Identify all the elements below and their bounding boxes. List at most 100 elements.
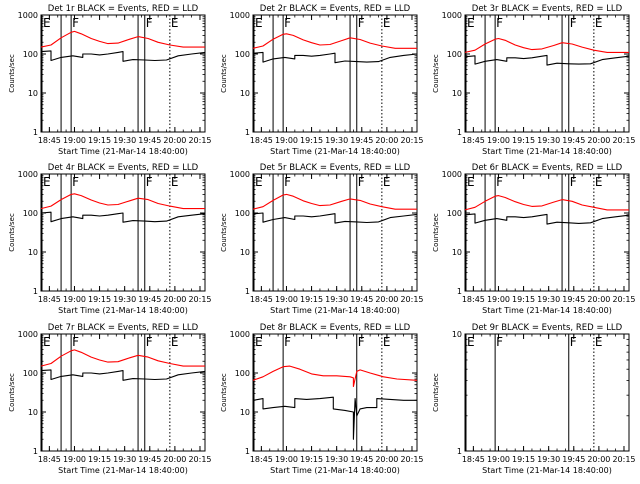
plot-frame <box>40 333 206 452</box>
panel-title: Det 9r BLACK = Events, RED = LLD <box>472 323 623 333</box>
marker-label: E <box>171 175 179 189</box>
marker-label: E <box>255 335 263 349</box>
marker-label: E <box>383 175 391 189</box>
x-tick-label: 20:00 <box>587 455 610 464</box>
x-tick-label: 20:00 <box>587 295 610 304</box>
x-tick-label: 19:00 <box>63 455 86 464</box>
y-tick-label: 100 <box>447 50 462 59</box>
plot-frame <box>252 173 418 292</box>
marker-label: F <box>570 335 577 349</box>
y-axis-label: Counts/sec <box>432 54 440 93</box>
y-tick-label: 1 <box>33 447 38 456</box>
y-tick-label: 100 <box>235 209 250 218</box>
y-tick-label: 10 <box>240 248 250 257</box>
panel-det-6: Det 6r BLACK = Events, RED = LLD Counts/s… <box>432 163 636 315</box>
y-tick-label: 100 <box>235 50 250 59</box>
panel-title: Det 1r BLACK = Events, RED = LLD <box>48 4 199 14</box>
x-tick-label: 19:15 <box>512 136 535 145</box>
marker-label: E <box>43 175 51 189</box>
x-tick-label: 20:00 <box>163 295 186 304</box>
x-tick-label: 20:00 <box>375 455 398 464</box>
x-tick-label: 18:45 <box>250 136 273 145</box>
x-axis-label: Start Time (21-Mar-14 18:40:00) <box>482 466 612 475</box>
marker-label: E <box>467 335 475 349</box>
plot-frame <box>40 14 206 133</box>
marker-label: F <box>496 175 503 189</box>
marker-label: E <box>595 175 603 189</box>
x-tick-label: 20:15 <box>400 295 423 304</box>
y-axis-label: Counts/sec <box>8 213 16 252</box>
series-lld <box>252 365 418 388</box>
series-events <box>464 54 630 66</box>
marker-label: F <box>358 16 365 30</box>
marker-label: E <box>171 335 179 349</box>
series-lld <box>40 193 205 210</box>
x-tick-label: 19:45 <box>562 295 585 304</box>
x-tick-label: 19:15 <box>88 455 111 464</box>
x-tick-label: 19:15 <box>512 295 535 304</box>
y-tick-label: 1 <box>245 447 250 456</box>
x-tick-label: 19:00 <box>275 455 298 464</box>
marker-label: E <box>255 175 263 189</box>
y-tick-label: 10 <box>28 408 38 417</box>
x-tick-label: 19:15 <box>300 136 323 145</box>
x-axis-label: Start Time (21-Mar-14 18:40:00) <box>58 147 188 156</box>
marker-label: E <box>383 335 391 349</box>
marker-label: F <box>570 175 577 189</box>
y-tick-label: 1000 <box>230 11 250 20</box>
x-tick-label: 19:15 <box>300 295 323 304</box>
marker-label: F <box>570 16 577 30</box>
panel-det-1: Det 1r BLACK = Events, RED = LLD Counts/s… <box>8 4 212 156</box>
y-axis-label: Counts/sec <box>220 54 228 93</box>
y-axis-label: Counts/sec <box>220 213 228 252</box>
x-tick-label: 20:15 <box>612 455 635 464</box>
x-tick-label: 19:00 <box>487 136 510 145</box>
plot-frame <box>464 333 630 452</box>
panel-det-3: Det 3r BLACK = Events, RED = LLD Counts/s… <box>432 4 636 156</box>
panel-det-5: Det 5r BLACK = Events, RED = LLD Counts/s… <box>220 163 424 315</box>
y-tick-label: 1000 <box>230 330 250 339</box>
x-tick-label: 18:45 <box>38 136 61 145</box>
series-events <box>464 213 630 225</box>
marker-label: F <box>72 335 79 349</box>
marker-label: F <box>146 175 153 189</box>
x-tick-label: 19:45 <box>562 455 585 464</box>
x-axis-label: Start Time (21-Mar-14 18:40:00) <box>58 306 188 315</box>
x-tick-label: 18:45 <box>38 295 61 304</box>
y-tick-label: 100 <box>23 369 38 378</box>
series-events <box>40 211 206 223</box>
y-axis-label: Counts/sec <box>432 373 440 412</box>
panel-det-4: Det 4r BLACK = Events, RED = LLD Counts/s… <box>8 163 212 315</box>
y-tick-label: 1 <box>33 128 38 137</box>
x-tick-label: 19:30 <box>325 455 348 464</box>
panel-title: Det 3r BLACK = Events, RED = LLD <box>472 4 623 14</box>
y-tick-label: 1 <box>457 128 462 137</box>
plot-frame <box>464 14 630 133</box>
x-tick-label: 20:15 <box>612 136 635 145</box>
panel-det-7: Det 7r BLACK = Events, RED = LLD Counts/s… <box>8 323 212 475</box>
marker-label: E <box>255 16 263 30</box>
marker-label: E <box>383 16 391 30</box>
y-tick-label: 1000 <box>442 170 462 179</box>
x-tick-label: 20:00 <box>163 136 186 145</box>
y-tick-label: 100 <box>23 209 38 218</box>
plot-frame <box>252 14 418 133</box>
x-tick-label: 19:45 <box>562 136 585 145</box>
x-tick-label: 19:00 <box>275 136 298 145</box>
panel-det-8: Det 8r BLACK = Events, RED = LLD Counts/s… <box>220 323 424 475</box>
x-tick-label: 18:45 <box>38 455 61 464</box>
y-tick-label: 100 <box>447 209 462 218</box>
y-tick-label: 1 <box>33 287 38 296</box>
x-tick-label: 20:15 <box>612 295 635 304</box>
x-tick-label: 20:15 <box>188 455 211 464</box>
x-tick-label: 19:45 <box>138 295 161 304</box>
y-tick-label: 1 <box>457 447 462 456</box>
y-tick-label: 1000 <box>230 170 250 179</box>
plot-frame <box>252 333 418 452</box>
marker-label: F <box>358 335 365 349</box>
marker-label: F <box>284 16 291 30</box>
y-tick-label: 100 <box>235 369 250 378</box>
marker-label: E <box>171 16 179 30</box>
x-tick-label: 18:45 <box>462 295 485 304</box>
